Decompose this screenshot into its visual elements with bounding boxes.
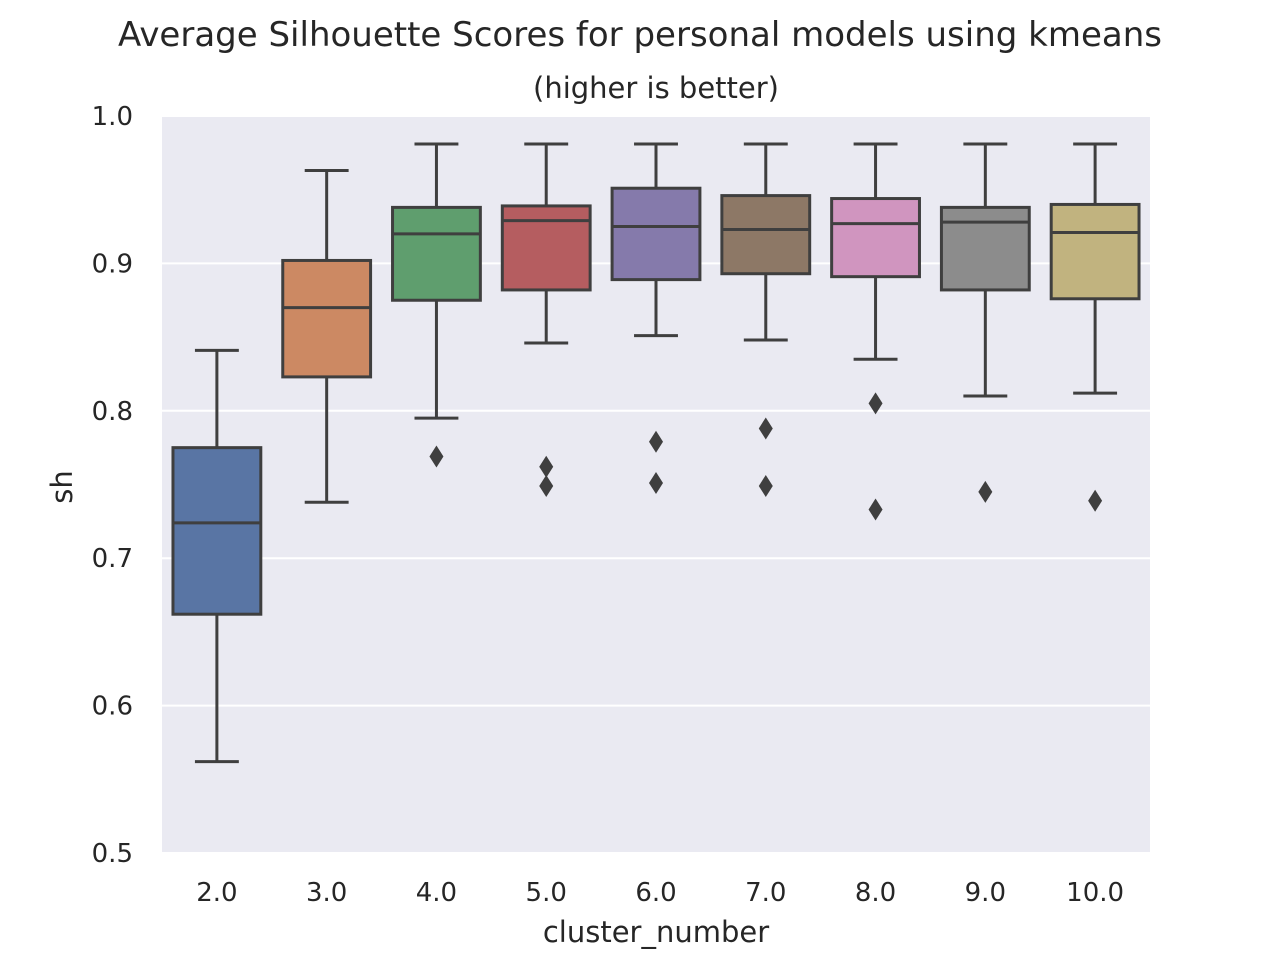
x-tick-label: 10.0 xyxy=(1066,878,1124,908)
outlier-point xyxy=(539,455,554,478)
outlier-point xyxy=(758,417,773,440)
box xyxy=(500,204,592,292)
boxes-layer xyxy=(171,142,1141,764)
box-group-7.0 xyxy=(720,142,812,497)
x-tick-label: 3.0 xyxy=(306,878,347,908)
y-tick-label: 0.5 xyxy=(92,839,133,869)
outlier-point xyxy=(429,445,444,468)
box xyxy=(610,186,702,282)
box xyxy=(830,197,921,279)
outlier-point xyxy=(649,430,663,453)
box xyxy=(171,446,263,616)
x-tick-label: 4.0 xyxy=(416,878,457,908)
outlier-point xyxy=(539,474,554,497)
y-tick-label: 0.6 xyxy=(92,692,133,722)
box xyxy=(939,205,1031,292)
box xyxy=(720,194,812,276)
box-group-3.0 xyxy=(281,169,373,504)
x-tick-labels: 2.0 3.0 4.0 5.0 6.0 7.0 8.0 9.0 10.0 xyxy=(196,878,1124,908)
y-tick-label: 1.0 xyxy=(92,102,133,132)
box-group-8.0 xyxy=(830,142,921,521)
x-tick-label: 6.0 xyxy=(635,878,676,908)
x-tick-label: 9.0 xyxy=(965,878,1006,908)
outlier-point xyxy=(868,498,883,521)
box-group-9.0 xyxy=(939,142,1031,503)
x-tick-label: 5.0 xyxy=(526,878,567,908)
box-group-4.0 xyxy=(391,142,482,468)
chart-subtitle: (higher is better) xyxy=(533,71,779,105)
box-group-10.0 xyxy=(1049,142,1141,512)
outlier-point xyxy=(649,472,663,495)
box-group-6.0 xyxy=(610,142,702,495)
y-axis-label: sh xyxy=(45,470,79,504)
box xyxy=(1049,202,1141,301)
outlier-point xyxy=(1088,489,1103,512)
outlier-point xyxy=(758,474,773,497)
y-tick-label: 0.8 xyxy=(92,397,133,427)
outlier-point xyxy=(978,480,993,503)
chart-title: Average Silhouette Scores for personal m… xyxy=(118,15,1162,55)
box-group-5.0 xyxy=(500,142,592,497)
y-tick-labels: 0.5 0.6 0.7 0.8 0.9 1.0 xyxy=(92,102,133,869)
x-axis-label: cluster_number xyxy=(543,915,769,949)
y-tick-label: 0.7 xyxy=(92,544,133,574)
box xyxy=(391,205,482,302)
y-tick-label: 0.9 xyxy=(92,249,133,279)
box-group-2.0 xyxy=(171,348,263,764)
x-tick-label: 7.0 xyxy=(745,878,786,908)
box xyxy=(281,258,373,379)
outlier-point xyxy=(868,392,883,415)
x-tick-label: 2.0 xyxy=(196,878,237,908)
x-tick-label: 8.0 xyxy=(855,878,896,908)
